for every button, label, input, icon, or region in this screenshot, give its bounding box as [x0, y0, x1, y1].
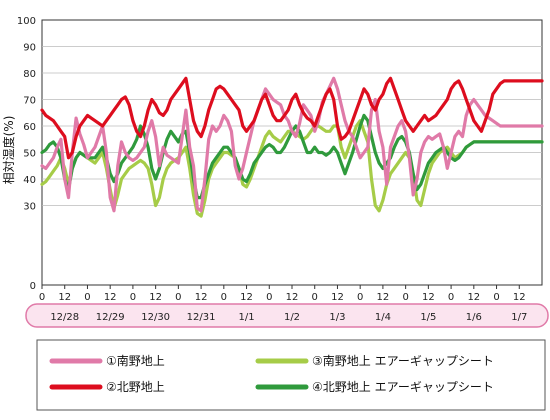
y-axis: 0 30 40 50 60 70 80 90 100	[17, 16, 36, 292]
x-tick-label: 12	[240, 292, 253, 303]
date-label: 12/29	[96, 312, 125, 323]
y-tick-label: 50	[23, 149, 36, 160]
date-label: 1/5	[420, 312, 436, 323]
date-label: 1/6	[466, 312, 482, 323]
date-label: 1/1	[238, 312, 254, 323]
x-tick-label: 12	[513, 292, 526, 303]
y-tick-label: 60	[23, 122, 36, 133]
x-tick-label: 12	[58, 292, 71, 303]
x-tick-label: 12	[195, 292, 208, 303]
date-label: 12/28	[50, 312, 79, 323]
legend: ①南野地上 ②北野地上 ③南野地上 エアーギャップシート ④北野地上 エアーギャップシ…	[36, 339, 546, 411]
y-tick-label: 30	[23, 202, 36, 213]
date-label: 1/2	[284, 312, 300, 323]
y-tick-label: 90	[23, 43, 36, 54]
legend-label-2: ②北野地上	[106, 380, 165, 394]
y-tick-label: 0	[30, 281, 36, 292]
y-tick-label: 70	[23, 96, 36, 107]
y-tick-label: 40	[23, 175, 36, 186]
date-label: 1/3	[329, 312, 345, 323]
legend-label-3: ③南野地上 エアーギャップシート	[312, 353, 494, 368]
x-tick-label: 12	[104, 292, 117, 303]
x-tick-label: 0	[84, 292, 90, 303]
x-tick-label: 12	[149, 292, 162, 303]
date-band-frame	[25, 303, 549, 328]
y-tick-label: 80	[23, 69, 36, 80]
y-tick-label: 100	[17, 16, 36, 27]
legend-box	[36, 339, 546, 411]
date-label: 12/31	[187, 312, 216, 323]
date-label: 12/30	[141, 312, 170, 323]
x-tick-label: 0	[266, 292, 272, 303]
x-tick-label: 0	[130, 292, 136, 303]
legend-label-4: ④北野地上 エアーギャップシート	[312, 380, 494, 394]
x-tick-label: 12	[286, 292, 299, 303]
y-axis-label: 相対湿度(%)	[1, 116, 16, 185]
x-tick-label: 0	[312, 292, 318, 303]
x-tick-label: 0	[357, 292, 363, 303]
date-band: 12/28 12/29 12/30 12/31 1/1 1/2 1/3 1/4 1/5 1/6 1/…	[25, 303, 549, 328]
x-tick-label: 0	[402, 292, 408, 303]
series-line-2	[40, 76, 544, 160]
x-axis: 0 12 0 12 0 12 0 12 0 12 0 12 0 12 0 12 0 12 0 12 0 12	[39, 285, 526, 303]
x-tick-label: 12	[377, 292, 390, 303]
x-tick-label: 0	[448, 292, 454, 303]
x-tick-label: 12	[467, 292, 480, 303]
x-tick-label: 0	[221, 292, 227, 303]
x-tick-label: 0	[493, 292, 499, 303]
date-label: 1/7	[511, 312, 527, 323]
date-label: 1/4	[375, 312, 391, 323]
x-tick-label: 12	[331, 292, 344, 303]
series-layer	[40, 76, 544, 218]
x-tick-label: 0	[39, 292, 45, 303]
x-tick-label: 12	[422, 292, 435, 303]
x-tick-label: 0	[175, 292, 181, 303]
series-line-1	[40, 76, 544, 213]
legend-label-1: ①南野地上	[106, 353, 165, 368]
